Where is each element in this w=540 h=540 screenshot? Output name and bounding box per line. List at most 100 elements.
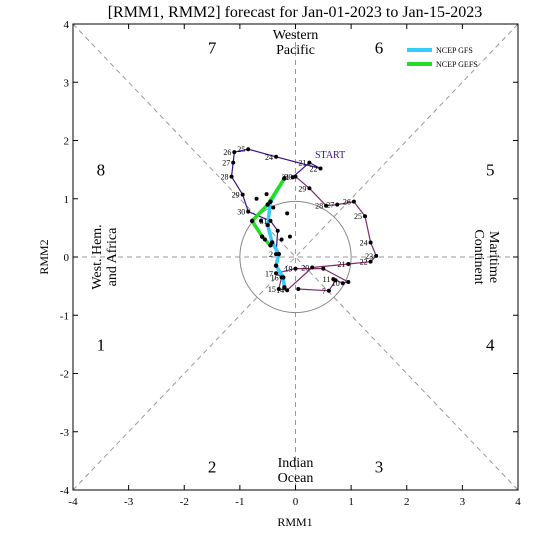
data-point bbox=[307, 160, 312, 165]
data-point-label: 30 bbox=[285, 173, 293, 182]
data-point bbox=[264, 192, 269, 197]
y-tick-label: -4 bbox=[60, 485, 70, 497]
region-label: West. Hem. and Africa bbox=[90, 224, 120, 289]
zero-lines bbox=[73, 24, 518, 490]
trajectory-points bbox=[229, 147, 379, 293]
data-point-label: 21 bbox=[337, 260, 345, 269]
data-point-label: 24 bbox=[265, 153, 273, 162]
region-label-line: Ocean bbox=[278, 471, 314, 486]
data-point bbox=[254, 196, 259, 201]
data-point-label: 26 bbox=[343, 198, 351, 207]
y-tick-label: 0 bbox=[64, 252, 70, 264]
data-point bbox=[268, 243, 273, 248]
data-point bbox=[271, 205, 276, 210]
data-point-label: 17 bbox=[265, 269, 273, 278]
y-tick-label: -1 bbox=[60, 310, 69, 322]
data-point bbox=[274, 154, 279, 159]
data-point bbox=[324, 203, 329, 208]
data-point bbox=[249, 218, 255, 224]
data-point bbox=[326, 288, 331, 293]
y-tick-label: 3 bbox=[64, 77, 70, 89]
data-point bbox=[276, 287, 281, 292]
data-point bbox=[274, 271, 279, 276]
data-point bbox=[276, 251, 282, 257]
data-point-label: 28 bbox=[315, 202, 323, 211]
data-point bbox=[275, 228, 280, 233]
phase-number: 1 bbox=[97, 335, 106, 354]
data-point bbox=[293, 266, 298, 271]
legend-label: NCEP GEFS bbox=[436, 60, 478, 69]
legend: NCEP GFS NCEP GEFS bbox=[407, 46, 478, 69]
data-point bbox=[268, 199, 273, 204]
data-point-label: 25 bbox=[354, 212, 362, 221]
data-point-label: 24 bbox=[360, 238, 368, 247]
data-point bbox=[285, 211, 290, 216]
data-point bbox=[363, 214, 368, 219]
start-label: START bbox=[315, 150, 345, 161]
data-point bbox=[273, 263, 279, 268]
data-point-label: 26 bbox=[223, 148, 231, 157]
x-tick-label: 4 bbox=[515, 496, 521, 508]
x-tick-label: -3 bbox=[124, 496, 134, 508]
region-label-line: Maritime bbox=[486, 231, 501, 283]
data-point bbox=[346, 261, 351, 266]
data-point bbox=[281, 275, 286, 280]
phase-number: 3 bbox=[375, 458, 384, 477]
data-point bbox=[296, 287, 301, 292]
data-point bbox=[307, 186, 312, 191]
phase-number: 6 bbox=[375, 38, 384, 57]
data-point-label: 16 bbox=[271, 273, 279, 282]
data-point-label: 30 bbox=[237, 208, 245, 217]
data-point-label: 28 bbox=[221, 173, 229, 182]
data-point bbox=[265, 202, 270, 207]
data-point-label: 14 bbox=[276, 286, 284, 295]
data-point bbox=[321, 266, 326, 271]
legend-label: NCEP GFS bbox=[436, 46, 473, 55]
chart-title: [RMM1, RMM2] forecast for Jan-01-2023 to… bbox=[108, 4, 483, 21]
data-point-label: 22 bbox=[310, 164, 318, 173]
data-point-label: 15 bbox=[268, 285, 276, 294]
data-point bbox=[268, 218, 273, 223]
data-point bbox=[262, 237, 267, 242]
data-point-label: 23 bbox=[365, 252, 373, 261]
data-point bbox=[310, 265, 315, 270]
data-point-label: 21 bbox=[298, 159, 306, 168]
x-axis-label: RMM1 bbox=[277, 515, 312, 529]
region-label-line: and Africa bbox=[105, 227, 120, 286]
phase-number: 7 bbox=[208, 38, 217, 57]
data-point bbox=[318, 166, 323, 171]
data-point-label: 10 bbox=[332, 279, 340, 288]
data-point bbox=[335, 202, 340, 207]
phase-number: 4 bbox=[486, 335, 495, 354]
x-tick-label: 2 bbox=[404, 496, 410, 508]
data-point-label: 19 bbox=[285, 265, 293, 274]
data-point bbox=[331, 277, 336, 282]
data-point bbox=[374, 253, 379, 258]
x-axis: -4 -3 -2 -1 0 1 2 3 4 bbox=[68, 24, 521, 508]
data-point bbox=[282, 176, 287, 181]
data-point bbox=[229, 174, 234, 179]
phase-number: 5 bbox=[486, 161, 495, 180]
data-point-label: 31 bbox=[259, 217, 267, 226]
x-tick-label: -2 bbox=[180, 496, 189, 508]
data-point bbox=[232, 150, 237, 155]
y-tick-label: 2 bbox=[64, 136, 70, 148]
y-tick-label: -3 bbox=[60, 427, 70, 439]
data-point bbox=[287, 234, 292, 239]
data-point bbox=[246, 147, 251, 152]
data-point bbox=[231, 160, 236, 165]
data-point bbox=[259, 234, 265, 239]
region-label-line: Continent bbox=[471, 229, 486, 284]
region-label-line: Western bbox=[273, 28, 319, 43]
data-point bbox=[240, 192, 245, 197]
data-point-label: 22 bbox=[360, 258, 368, 267]
x-tick-label: 0 bbox=[293, 496, 299, 508]
x-tick-label: -1 bbox=[235, 496, 244, 508]
x-tick-label: 1 bbox=[348, 496, 354, 508]
data-point-label: 11 bbox=[323, 275, 331, 284]
data-point-label: 20 bbox=[301, 263, 309, 272]
